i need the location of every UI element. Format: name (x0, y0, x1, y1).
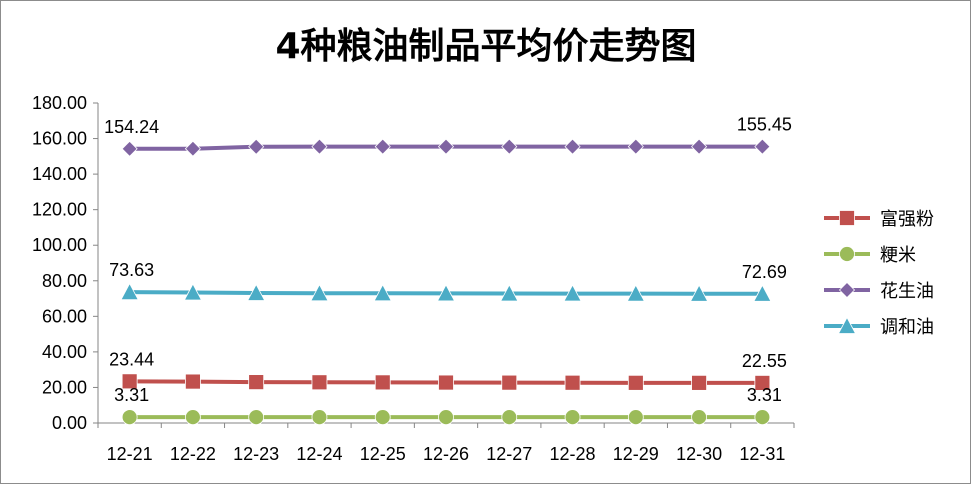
data-label: 3.31 (747, 385, 782, 405)
series-point-marker (248, 374, 265, 391)
y-tick-label: 120.00 (32, 200, 87, 220)
x-tick-label: 12-24 (296, 444, 342, 464)
data-label: 22.55 (742, 351, 787, 371)
chart-title: 4种粮油制品平均价走势图 (275, 26, 696, 67)
x-tick-label: 12-29 (613, 444, 659, 464)
series-point-marker (627, 374, 644, 391)
data-label: 72.69 (742, 262, 787, 282)
y-tick-label: 60.00 (42, 306, 87, 326)
x-tick-label: 12-27 (486, 444, 532, 464)
series-point-marker (185, 373, 201, 390)
x-tick-label: 12-30 (676, 444, 722, 464)
data-label: 73.63 (109, 260, 154, 280)
series-layer (120, 138, 772, 426)
series-point-marker (627, 409, 644, 426)
series-point-marker (248, 138, 265, 155)
y-tick-label: 80.00 (42, 271, 87, 291)
series-4 (120, 282, 772, 302)
x-tick-label: 12-26 (423, 444, 469, 464)
legend-marker (839, 246, 855, 262)
series-point-marker (691, 138, 708, 155)
legend-label: 粳米 (880, 245, 916, 266)
legend-label: 花生油 (880, 281, 934, 302)
series-point-marker (373, 283, 392, 302)
data-label: 23.44 (109, 349, 154, 369)
series-point-marker (626, 284, 645, 302)
series-point-marker (689, 284, 709, 302)
axes: 0.00 20.00 40.00 60.00 80.00 100.00 120.00 140.… (32, 93, 795, 464)
series-point-marker (563, 284, 582, 302)
data-labels: 23.44 22.55 3.31 3.31 154.24 155.45 73.63 72.69 (104, 115, 792, 405)
series-2 (121, 409, 771, 426)
data-label: 3.31 (114, 385, 149, 405)
series-point-marker (374, 409, 391, 426)
legend-item: 花生油 (824, 281, 934, 302)
legend-marker (837, 316, 857, 334)
series-point-marker (121, 373, 138, 390)
legend-label: 调和油 (880, 317, 934, 338)
series-point-marker (120, 282, 139, 301)
y-tick-label: 180.00 (32, 93, 87, 113)
series-point-marker (691, 409, 707, 426)
legend-item: 粳米 (824, 245, 916, 266)
y-tick-label: 0.00 (52, 413, 87, 433)
legend-marker (838, 281, 856, 299)
series-point-marker (311, 409, 328, 426)
series-point-marker (310, 283, 329, 302)
series-3 (121, 138, 771, 157)
series-point-marker (753, 284, 772, 302)
series-point-marker (754, 375, 771, 391)
y-tick-label: 40.00 (42, 342, 87, 362)
series-point-marker (374, 374, 391, 391)
series-point-marker (501, 138, 518, 155)
series-point-marker (185, 409, 201, 426)
series-point-marker (501, 409, 518, 426)
series-point-marker (500, 284, 519, 302)
series-point-marker (374, 138, 391, 155)
x-tick-label: 12-23 (233, 444, 279, 464)
x-tick-label: 12-25 (360, 444, 406, 464)
series-point-marker (754, 409, 771, 426)
series-point-marker (183, 283, 203, 301)
y-tick-label: 100.00 (32, 235, 87, 255)
legend-marker (839, 210, 855, 226)
series-point-marker (436, 284, 456, 302)
y-tick-label: 20.00 (42, 377, 87, 397)
y-tick-label: 140.00 (32, 164, 87, 184)
legend-item: 富强粉 (824, 209, 934, 230)
series-point-marker (691, 374, 707, 391)
series-point-marker (121, 409, 138, 426)
series-point-marker (438, 374, 454, 391)
series-point-marker (438, 409, 454, 426)
series-point-marker (311, 138, 328, 155)
series-point-marker (564, 374, 581, 391)
series-point-marker (248, 409, 265, 426)
series-point-marker (121, 140, 138, 157)
series-point-marker (247, 283, 266, 301)
legend-item: 调和油 (824, 316, 934, 338)
x-tick-label: 12-21 (107, 444, 153, 464)
data-label: 155.45 (737, 115, 792, 135)
series-point-marker (311, 374, 328, 391)
series-point-marker (627, 138, 644, 155)
y-tick-label: 160.00 (32, 129, 87, 149)
x-tick-label: 12-28 (550, 444, 596, 464)
series-point-marker (184, 140, 201, 157)
series-1 (121, 373, 771, 391)
x-tick-label: 12-22 (170, 444, 216, 464)
data-label: 154.24 (104, 117, 159, 137)
series-point-marker (564, 409, 581, 426)
legend-label: 富强粉 (880, 209, 934, 230)
series-point-marker (754, 138, 771, 155)
x-tick-label: 12-31 (739, 444, 785, 464)
series-point-marker (437, 138, 455, 155)
series-point-marker (564, 138, 581, 155)
series-point-marker (501, 374, 518, 391)
